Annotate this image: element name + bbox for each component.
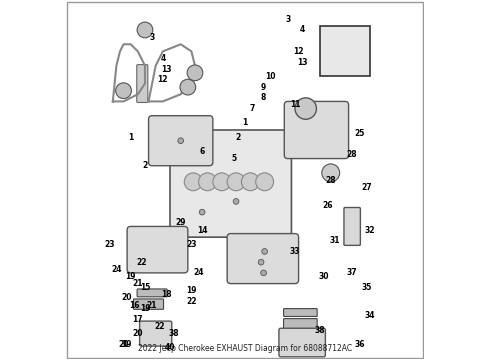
Text: 28: 28	[347, 150, 358, 159]
Text: 19: 19	[125, 272, 136, 281]
FancyBboxPatch shape	[148, 116, 213, 166]
Text: 13: 13	[297, 58, 307, 67]
Circle shape	[227, 173, 245, 191]
Text: 26: 26	[322, 201, 332, 210]
Text: 21: 21	[133, 279, 143, 288]
Text: 2: 2	[235, 132, 241, 141]
Text: 30: 30	[318, 272, 329, 281]
FancyBboxPatch shape	[279, 328, 325, 357]
Text: 22: 22	[186, 297, 196, 306]
Text: 21: 21	[147, 301, 157, 310]
Text: 6: 6	[199, 147, 205, 156]
Text: 5: 5	[232, 154, 237, 163]
FancyBboxPatch shape	[127, 226, 188, 273]
Text: 15: 15	[140, 283, 150, 292]
Text: 28: 28	[325, 176, 336, 185]
FancyBboxPatch shape	[134, 299, 164, 309]
Text: 24: 24	[111, 265, 122, 274]
FancyBboxPatch shape	[137, 64, 148, 103]
Text: 33: 33	[290, 247, 300, 256]
Text: 23: 23	[186, 240, 196, 249]
Text: 34: 34	[365, 311, 375, 320]
Circle shape	[322, 164, 340, 182]
Text: 36: 36	[354, 340, 365, 349]
FancyBboxPatch shape	[137, 289, 167, 297]
Text: 22: 22	[136, 258, 147, 267]
Circle shape	[256, 173, 273, 191]
Text: 14: 14	[197, 225, 207, 234]
Text: 10: 10	[265, 72, 275, 81]
Circle shape	[198, 173, 217, 191]
Text: 9: 9	[260, 83, 266, 92]
Circle shape	[242, 173, 259, 191]
Text: 23: 23	[104, 240, 115, 249]
Text: 31: 31	[329, 236, 340, 245]
Text: 25: 25	[354, 129, 365, 138]
Text: 40: 40	[165, 343, 175, 352]
Text: 3: 3	[149, 33, 155, 42]
Text: 11: 11	[290, 100, 300, 109]
Circle shape	[262, 249, 268, 254]
Circle shape	[116, 83, 131, 99]
Text: 1: 1	[128, 132, 133, 141]
Text: 8: 8	[260, 93, 266, 102]
Circle shape	[233, 199, 239, 204]
Text: 17: 17	[132, 315, 143, 324]
FancyBboxPatch shape	[227, 234, 298, 284]
Text: 4: 4	[299, 26, 305, 35]
Circle shape	[137, 22, 153, 38]
Text: 3: 3	[285, 15, 291, 24]
Text: 39: 39	[122, 340, 132, 349]
Circle shape	[187, 65, 203, 81]
Text: 1: 1	[243, 118, 247, 127]
Text: 12: 12	[158, 76, 168, 85]
Text: 38: 38	[168, 329, 179, 338]
Text: 7: 7	[249, 104, 255, 113]
Circle shape	[180, 79, 196, 95]
Text: 19: 19	[140, 304, 150, 313]
Text: 29: 29	[175, 219, 186, 228]
Circle shape	[295, 98, 317, 119]
FancyBboxPatch shape	[284, 102, 348, 158]
Circle shape	[178, 138, 184, 144]
Text: 4: 4	[160, 54, 166, 63]
FancyBboxPatch shape	[170, 130, 292, 237]
Text: 2: 2	[143, 161, 147, 170]
Text: 12: 12	[294, 47, 304, 56]
Text: 37: 37	[347, 268, 358, 277]
Circle shape	[261, 270, 267, 276]
Text: 35: 35	[361, 283, 371, 292]
FancyBboxPatch shape	[284, 319, 317, 329]
Text: 32: 32	[365, 225, 375, 234]
Text: 20: 20	[118, 340, 129, 349]
FancyBboxPatch shape	[320, 26, 370, 76]
Circle shape	[213, 173, 231, 191]
Text: 13: 13	[161, 65, 172, 74]
FancyBboxPatch shape	[284, 309, 317, 316]
Text: 20: 20	[133, 329, 143, 338]
Text: 20: 20	[122, 293, 132, 302]
Text: 38: 38	[315, 325, 325, 334]
Text: 27: 27	[361, 183, 372, 192]
Text: 19: 19	[186, 286, 196, 295]
Circle shape	[184, 173, 202, 191]
Text: 24: 24	[194, 268, 204, 277]
FancyBboxPatch shape	[140, 321, 172, 346]
FancyBboxPatch shape	[344, 207, 360, 246]
Circle shape	[199, 209, 205, 215]
Text: 18: 18	[161, 290, 172, 299]
Text: 16: 16	[129, 301, 140, 310]
Text: 2022 Jeep Cherokee EXHAUST Diagram for 68088712AC: 2022 Jeep Cherokee EXHAUST Diagram for 6…	[138, 344, 352, 353]
Text: 22: 22	[154, 322, 165, 331]
Circle shape	[258, 259, 264, 265]
